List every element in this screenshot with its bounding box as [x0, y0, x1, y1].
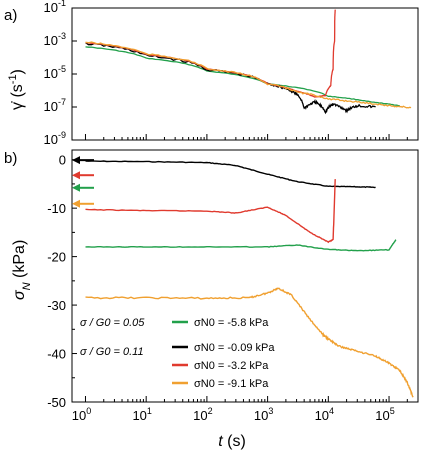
panel-a-series-line — [85, 46, 400, 107]
panel-b-ytick-label: -30 — [47, 298, 66, 313]
tick-base: 10 — [44, 66, 58, 81]
panel-b-series-line — [85, 287, 414, 398]
tick-base: 10 — [44, 33, 58, 48]
tick-exp: -1 — [58, 0, 66, 8]
panel-b-series-line — [85, 239, 397, 252]
panel-b-xtick-label: 100 — [72, 406, 91, 423]
panel-a-ytick-label: 10-9 — [44, 130, 66, 147]
tick-base: 10 — [193, 408, 207, 423]
panel-b-frame — [71, 149, 419, 403]
panel-b-xticks: 100 101 102 103 104 105 — [72, 396, 419, 423]
panel-a-series — [85, 9, 412, 115]
panel-b-xtick-label: 102 — [193, 406, 212, 423]
tick-base: 10 — [315, 408, 329, 423]
panel-b-ytick-label: 0 — [59, 153, 66, 168]
panel-a: a) γ̇ (s-1) 10-110-310-510-710-9 — [4, 0, 419, 147]
tick-exp: -9 — [58, 130, 66, 140]
panel-a-series-line — [85, 42, 376, 115]
panel-b: b) σN (kPa) 0-10-20-30-40-50 100 101 102 10… — [4, 149, 419, 450]
legend-entry-label: σN0 = -0.09 kPa — [194, 342, 275, 354]
panel-b-ytick-label: -50 — [47, 395, 66, 410]
panel-b-arrows — [72, 156, 94, 208]
panel-a-label: a) — [4, 7, 17, 24]
tick-exp: -7 — [58, 97, 66, 107]
tick-base: 10 — [44, 132, 58, 147]
legend-ratio-005: σ / G0 = 0.05 — [80, 317, 145, 329]
panel-b-yticks: 0 -10 -20 -30 -40 -50 — [47, 153, 77, 410]
initial-stress-arrowhead — [72, 199, 80, 208]
panel-a-ytick-label: 10-3 — [44, 31, 66, 48]
panel-b-ytick-label: -20 — [47, 250, 66, 265]
tick-exp: 0 — [86, 406, 91, 416]
panel-a-ylabel-close: ) — [9, 69, 26, 74]
panel-a-series-line — [85, 41, 412, 109]
tick-base: 10 — [254, 408, 268, 423]
panel-b-xtick-label: 105 — [375, 406, 394, 423]
initial-stress-arrowhead — [72, 156, 80, 165]
initial-stress-arrowhead — [72, 183, 80, 192]
x-axis-title-t: t — [218, 433, 223, 450]
panel-b-ytick-label: -10 — [47, 201, 66, 216]
tick-base: 10 — [44, 99, 58, 114]
panel-b-ytick-label: -40 — [47, 347, 66, 362]
legend-entries: σN0 = -5.8 kPa σN0 = -0.09 kPa σN0 = -3.2 … — [172, 317, 275, 390]
legend-entry-label: σN0 = -9.1 kPa — [194, 378, 269, 390]
tick-exp: 1 — [147, 406, 152, 416]
tick-exp: 2 — [208, 406, 213, 416]
panel-b-ylabel-sigma: σ — [11, 289, 28, 300]
panel-a-yticks: 10-110-310-510-710-9 — [44, 0, 77, 147]
tick-exp: 3 — [268, 406, 273, 416]
tick-base: 10 — [375, 408, 389, 423]
legend-ratio-011-text: σ / G0 = 0.11 — [80, 346, 144, 358]
panel-b-ylabel-sub: N — [21, 282, 33, 290]
tick-base: 10 — [44, 0, 58, 15]
legend-ratio-011: σ / G0 = 0.11 — [80, 346, 144, 358]
panel-b-xtick-label: 103 — [254, 406, 273, 423]
panel-b-series — [85, 160, 414, 398]
panel-b-series-line — [85, 160, 376, 189]
tick-base: 10 — [72, 408, 86, 423]
legend-entry-label: σN0 = -5.8 kPa — [194, 317, 269, 329]
tick-base: 10 — [132, 408, 146, 423]
tick-exp: -5 — [58, 64, 66, 74]
panel-b-xtick-label: 104 — [315, 406, 334, 423]
panel-a-ylabel: γ̇ (s-1) — [7, 69, 26, 110]
panel-b-series-line — [85, 179, 336, 244]
panel-a-ytick-label: 10-1 — [44, 0, 66, 15]
panel-b-xtick-label: 101 — [132, 406, 151, 423]
panel-b-label: b) — [4, 150, 17, 167]
legend-ratio-005-text: σ / G0 = 0.05 — [80, 317, 145, 329]
panel-a-xticks — [84, 134, 419, 140]
tick-exp: 4 — [329, 406, 334, 416]
initial-stress-arrowhead — [72, 171, 80, 180]
x-axis-title-unit: (s) — [223, 433, 246, 450]
legend-entry-label: σN0 = -3.2 kPa — [194, 360, 269, 372]
legend: σ / G0 = 0.05 σ / G0 = 0.11 σN0 = -5.8 k… — [80, 317, 275, 390]
panel-a-series-line — [85, 9, 336, 98]
tick-exp: 5 — [390, 406, 395, 416]
panel-a-ylabel-gamma: γ̇ (s — [9, 84, 26, 110]
panel-a-ytick-label: 10-7 — [44, 97, 66, 114]
panel-b-ylabel-unit: (kPa) — [11, 240, 28, 283]
panel-a-ylabel-exp: -1 — [7, 74, 19, 84]
panel-a-ytick-label: 10-5 — [44, 64, 66, 81]
x-axis-title: t (s) — [218, 433, 246, 450]
tick-exp: -3 — [58, 31, 66, 41]
panel-b-ylabel: σN (kPa) — [11, 240, 33, 300]
